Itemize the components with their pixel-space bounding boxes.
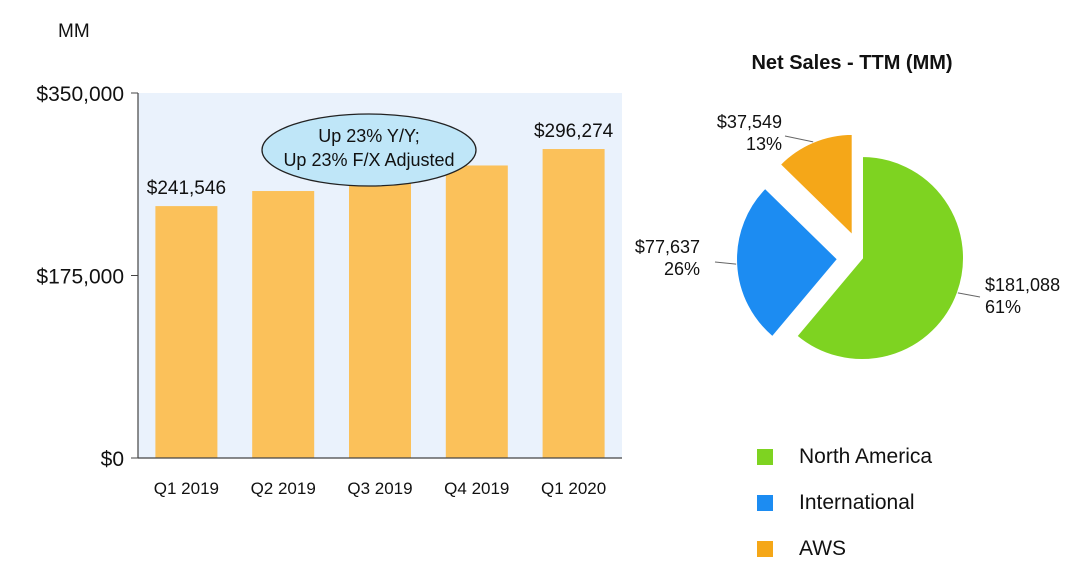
x-tick-label: Q4 2019 [444,479,509,498]
pie-slice [778,132,854,239]
pie-legend: North America International AWS [757,434,932,572]
bar-value-label: $241,546 [147,178,226,199]
bar [445,165,508,458]
y-tick-label: $175,000 [36,266,124,289]
pie-slice [735,186,840,339]
slice-leader-line [784,135,814,143]
legend-item-aws: AWS [757,526,932,572]
slice-percent-label: 26% [664,259,700,279]
y-tick-label: $350,000 [36,83,124,106]
pie-slice [794,154,965,361]
legend-swatch-north-america [757,449,773,465]
callout-text: Up 23% F/X Adjusted [283,150,454,170]
slice-leader-line [714,261,737,265]
bar [349,181,411,458]
unit-label: MM [58,21,90,42]
x-tick-label: Q3 2019 [347,479,412,498]
pie-title: Net Sales - TTM (MM) [751,52,952,74]
slice-value-label: $181,088 [985,275,1060,295]
slice-leader-line [957,292,981,298]
slice-percent-label: 61% [985,297,1021,317]
legend-swatch-aws [757,541,773,557]
slice-value-label: $37,549 [717,112,782,132]
legend-swatch-international [757,495,773,511]
legend-item-north-america: North America [757,434,932,480]
legend-label-aws: AWS [799,537,847,560]
legend-label-north-america: North America [799,445,933,468]
slice-percent-label: 13% [746,134,782,154]
bar [542,149,605,458]
bar [252,191,315,458]
bar-value-label: $296,274 [534,121,614,142]
bar-chart: MM $0 $175,000 $350,000 Q1 2019 $241,546 Q2 20… [36,21,622,498]
legend-label-international: International [799,491,915,514]
x-tick-label: Q2 2019 [251,479,316,498]
x-tick-label: Q1 2020 [541,479,606,498]
legend-item-international: International [757,480,932,526]
callout-text: Up 23% Y/Y; [318,126,420,146]
y-tick-label: $0 [101,448,124,471]
callout-bubble [261,113,477,187]
x-tick-label: Q1 2019 [154,479,219,498]
slice-value-label: $77,637 [635,237,700,257]
bar [155,206,218,458]
